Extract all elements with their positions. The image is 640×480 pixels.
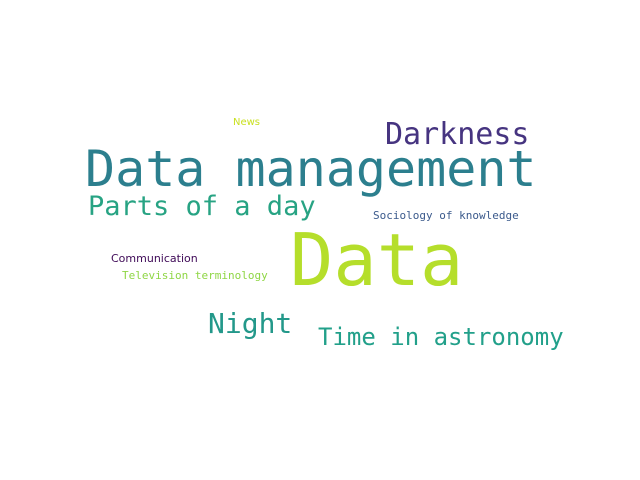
- word-television-terminology: Television terminology: [122, 269, 268, 282]
- word-news: News: [233, 117, 261, 128]
- word-night: Night: [208, 307, 293, 340]
- word-sociology-of-knowledge: Sociology of knowledge: [373, 209, 519, 222]
- word-data-management: Data management: [85, 140, 537, 198]
- word-darkness: Darkness: [385, 117, 530, 152]
- word-parts-of-a-day: Parts of a day: [88, 191, 316, 222]
- word-communication: Communication: [111, 252, 198, 265]
- word-time-in-astronomy: Time in astronomy: [318, 323, 564, 351]
- word-data: Data: [290, 218, 464, 302]
